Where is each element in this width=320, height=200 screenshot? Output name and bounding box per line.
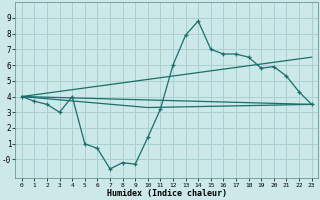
X-axis label: Humidex (Indice chaleur): Humidex (Indice chaleur) [107, 189, 227, 198]
